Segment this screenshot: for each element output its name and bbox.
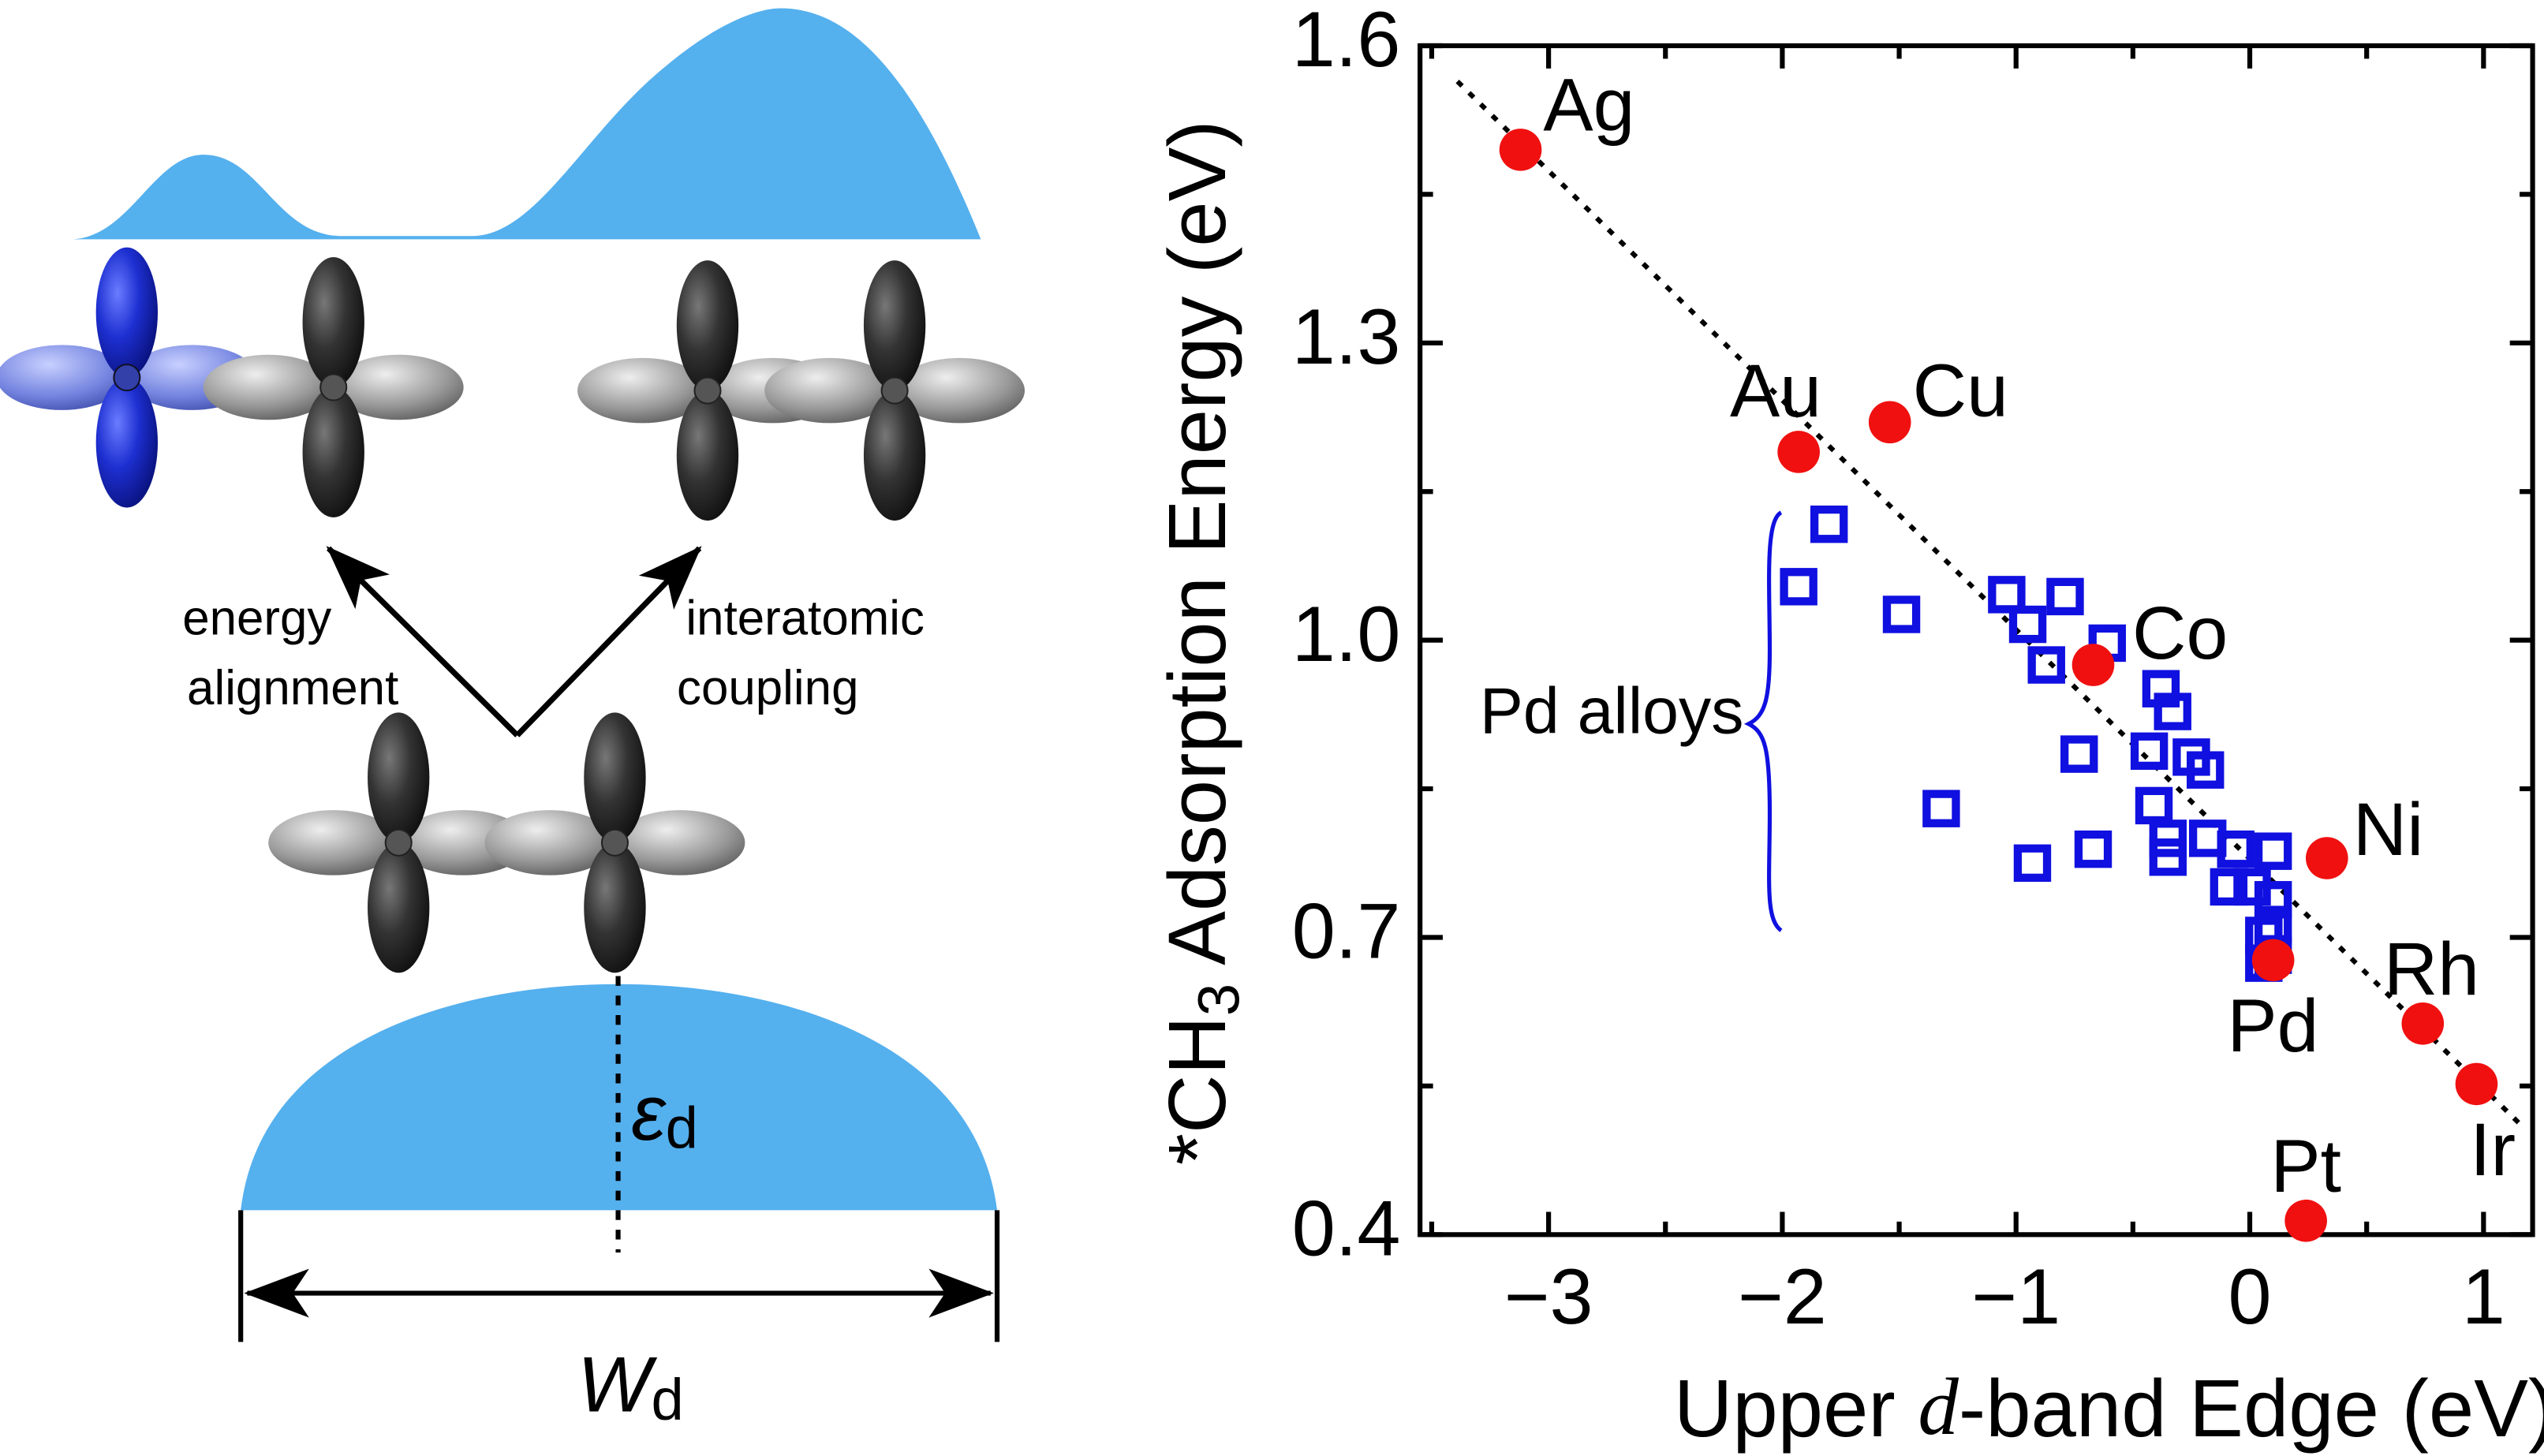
- point-label: Au: [1730, 349, 1821, 433]
- data-point: [2071, 644, 2115, 686]
- point-label: Co: [2132, 592, 2228, 675]
- label-part: 3: [1186, 984, 1251, 1016]
- arrow-label: interatomic: [685, 591, 925, 645]
- data-point: [2130, 732, 2169, 771]
- data-point: [1499, 129, 1542, 171]
- arrow-label: coupling: [677, 661, 858, 715]
- orbital: [202, 256, 465, 518]
- data-point: [1868, 401, 1911, 444]
- point-label: Ir: [2470, 1108, 2516, 1192]
- dos-top: [73, 8, 981, 240]
- data-point: [2455, 1062, 2498, 1106]
- symbol: ε: [631, 1069, 667, 1156]
- series-label: Pd alloys: [1480, 674, 1744, 747]
- arrow: [515, 546, 702, 737]
- data-point: [2046, 577, 2084, 616]
- x-tick-label: 0: [2228, 1253, 2272, 1340]
- subscript: d: [666, 1095, 698, 1160]
- symbol: W: [577, 1340, 658, 1428]
- data-point: [2187, 751, 2225, 789]
- data-point: [2251, 939, 2295, 982]
- data-point: [2284, 1199, 2327, 1242]
- data-point: [1780, 568, 1817, 606]
- data-point: [2254, 832, 2292, 870]
- arrow: [326, 546, 520, 737]
- trend-line: [1455, 79, 2520, 1125]
- label-part: -band Edge (eV): [1959, 1363, 2544, 1454]
- arrow-label: energy: [182, 591, 331, 645]
- data-point: [2306, 837, 2348, 879]
- x-tick-label: 1: [2462, 1253, 2505, 1340]
- x-tick-label: −1: [1971, 1253, 2060, 1340]
- center-label: εd: [631, 1069, 698, 1160]
- y-tick-label: 1.3: [1292, 293, 1401, 380]
- point-label: Ni: [2353, 788, 2424, 872]
- data-point: [2217, 830, 2254, 868]
- orbital: [764, 259, 1026, 522]
- label-part: *CH: [1152, 1016, 1242, 1165]
- point-label: Ag: [1543, 63, 1634, 147]
- label-part: d: [1918, 1362, 1959, 1452]
- data-point: [2401, 1002, 2445, 1045]
- y-tick-label: 0.7: [1292, 887, 1401, 975]
- data-point: [2254, 881, 2292, 919]
- data-point: [2060, 735, 2098, 773]
- point-label: Rh: [2384, 928, 2479, 1011]
- y-tick-label: 1.6: [1292, 0, 1401, 83]
- data-point: [2013, 844, 2052, 882]
- label-part: Adsorption Energy (eV): [1152, 120, 1242, 984]
- data-point: [1882, 595, 1921, 633]
- point-label: Cu: [1913, 349, 2008, 432]
- data-point: [1922, 790, 1960, 827]
- data-point: [1810, 505, 1848, 543]
- point-label: Pt: [2270, 1125, 2341, 1208]
- data-point: [2074, 830, 2113, 868]
- data-point: [2008, 605, 2047, 644]
- arrow-label: alignment: [187, 661, 398, 715]
- plot: Upper d-band Edge (eV) *CH3 Adsorption E…: [1152, 0, 2544, 1454]
- y-axis-label: *CH3 Adsorption Energy (eV): [1152, 120, 1251, 1165]
- data-point: [2210, 868, 2248, 906]
- point-label: Pd: [2227, 984, 2318, 1068]
- brace: [1743, 510, 1783, 932]
- y-tick-label: 1.0: [1292, 590, 1401, 678]
- y-tick-label: 0.4: [1292, 1184, 1401, 1271]
- data-point: [2154, 693, 2191, 730]
- x-tick-label: −2: [1738, 1253, 1827, 1340]
- data-point: [2135, 786, 2173, 825]
- data-point: [1988, 576, 2026, 614]
- data-point: [2149, 838, 2187, 876]
- orbital: [484, 711, 746, 974]
- x-tick-label: −3: [1504, 1253, 1593, 1340]
- data-point: [2149, 819, 2187, 857]
- axes-frame: [1418, 43, 2535, 1238]
- label-part: Upper: [1674, 1363, 1918, 1454]
- diagram: energy alignment interatomic coupling εd…: [0, 8, 1026, 1432]
- x-axis-label: Upper d-band Edge (eV): [1674, 1362, 2544, 1454]
- subscript: d: [651, 1366, 683, 1432]
- data-point: [1777, 431, 1820, 473]
- width-label: Wd: [577, 1340, 684, 1432]
- data-point: [2027, 646, 2065, 684]
